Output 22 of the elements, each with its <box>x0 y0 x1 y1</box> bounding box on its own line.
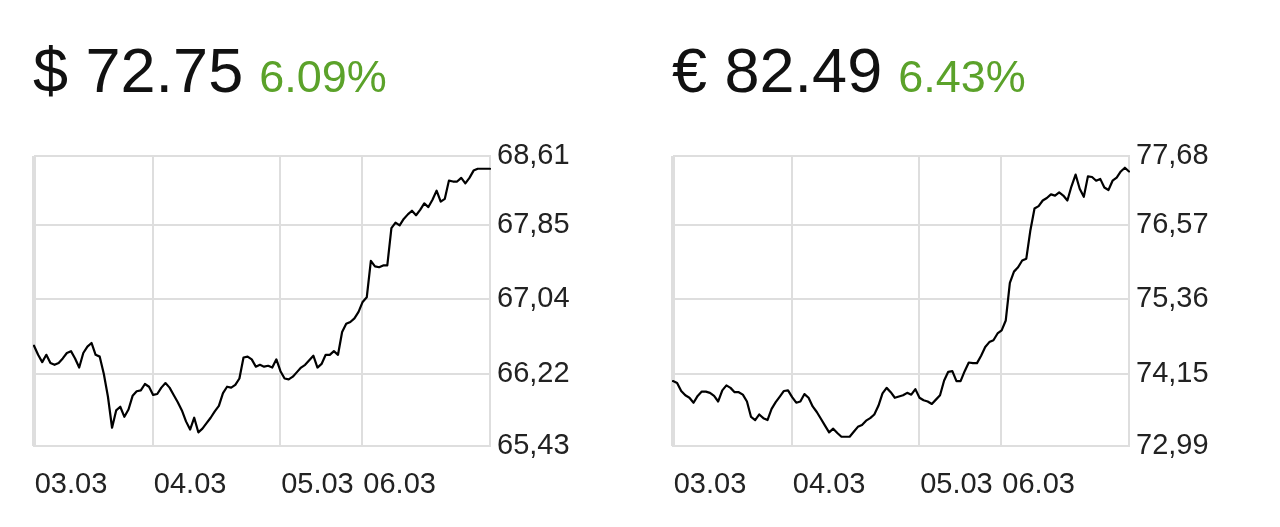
x-tick-label: 06.03 <box>363 467 436 500</box>
x-tick-label: 04.03 <box>792 467 866 500</box>
x-tick-label: 06.03 <box>1002 467 1075 500</box>
y-tick-label: 67,85 <box>497 207 570 240</box>
x-tick-label: 05.03 <box>281 467 354 500</box>
y-tick-label: 68,61 <box>497 138 570 170</box>
x-tick-label: 05.03 <box>920 467 993 500</box>
y-tick-label: 66,22 <box>497 355 570 388</box>
y-tick-label: 72,99 <box>1136 428 1209 460</box>
y-tick-label: 75,36 <box>1136 281 1209 314</box>
y-tick-label: 67,04 <box>497 281 570 314</box>
y-tick-label: 65,43 <box>497 428 570 460</box>
chart-subtitle: 6.09% <box>259 51 387 102</box>
x-tick-label: 03.03 <box>673 467 747 500</box>
x-tick-label: 04.03 <box>153 467 227 500</box>
y-tick-label: 77,68 <box>1136 138 1209 170</box>
y-tick-label: 74,15 <box>1136 356 1209 389</box>
chart-subtitle: 6.43% <box>898 51 1026 102</box>
chart-title: € 82.49 <box>672 35 883 105</box>
chart-title: $ 72.75 <box>33 35 244 105</box>
x-tick-label: 03.03 <box>34 467 108 500</box>
y-tick-label: 76,57 <box>1136 206 1209 239</box>
